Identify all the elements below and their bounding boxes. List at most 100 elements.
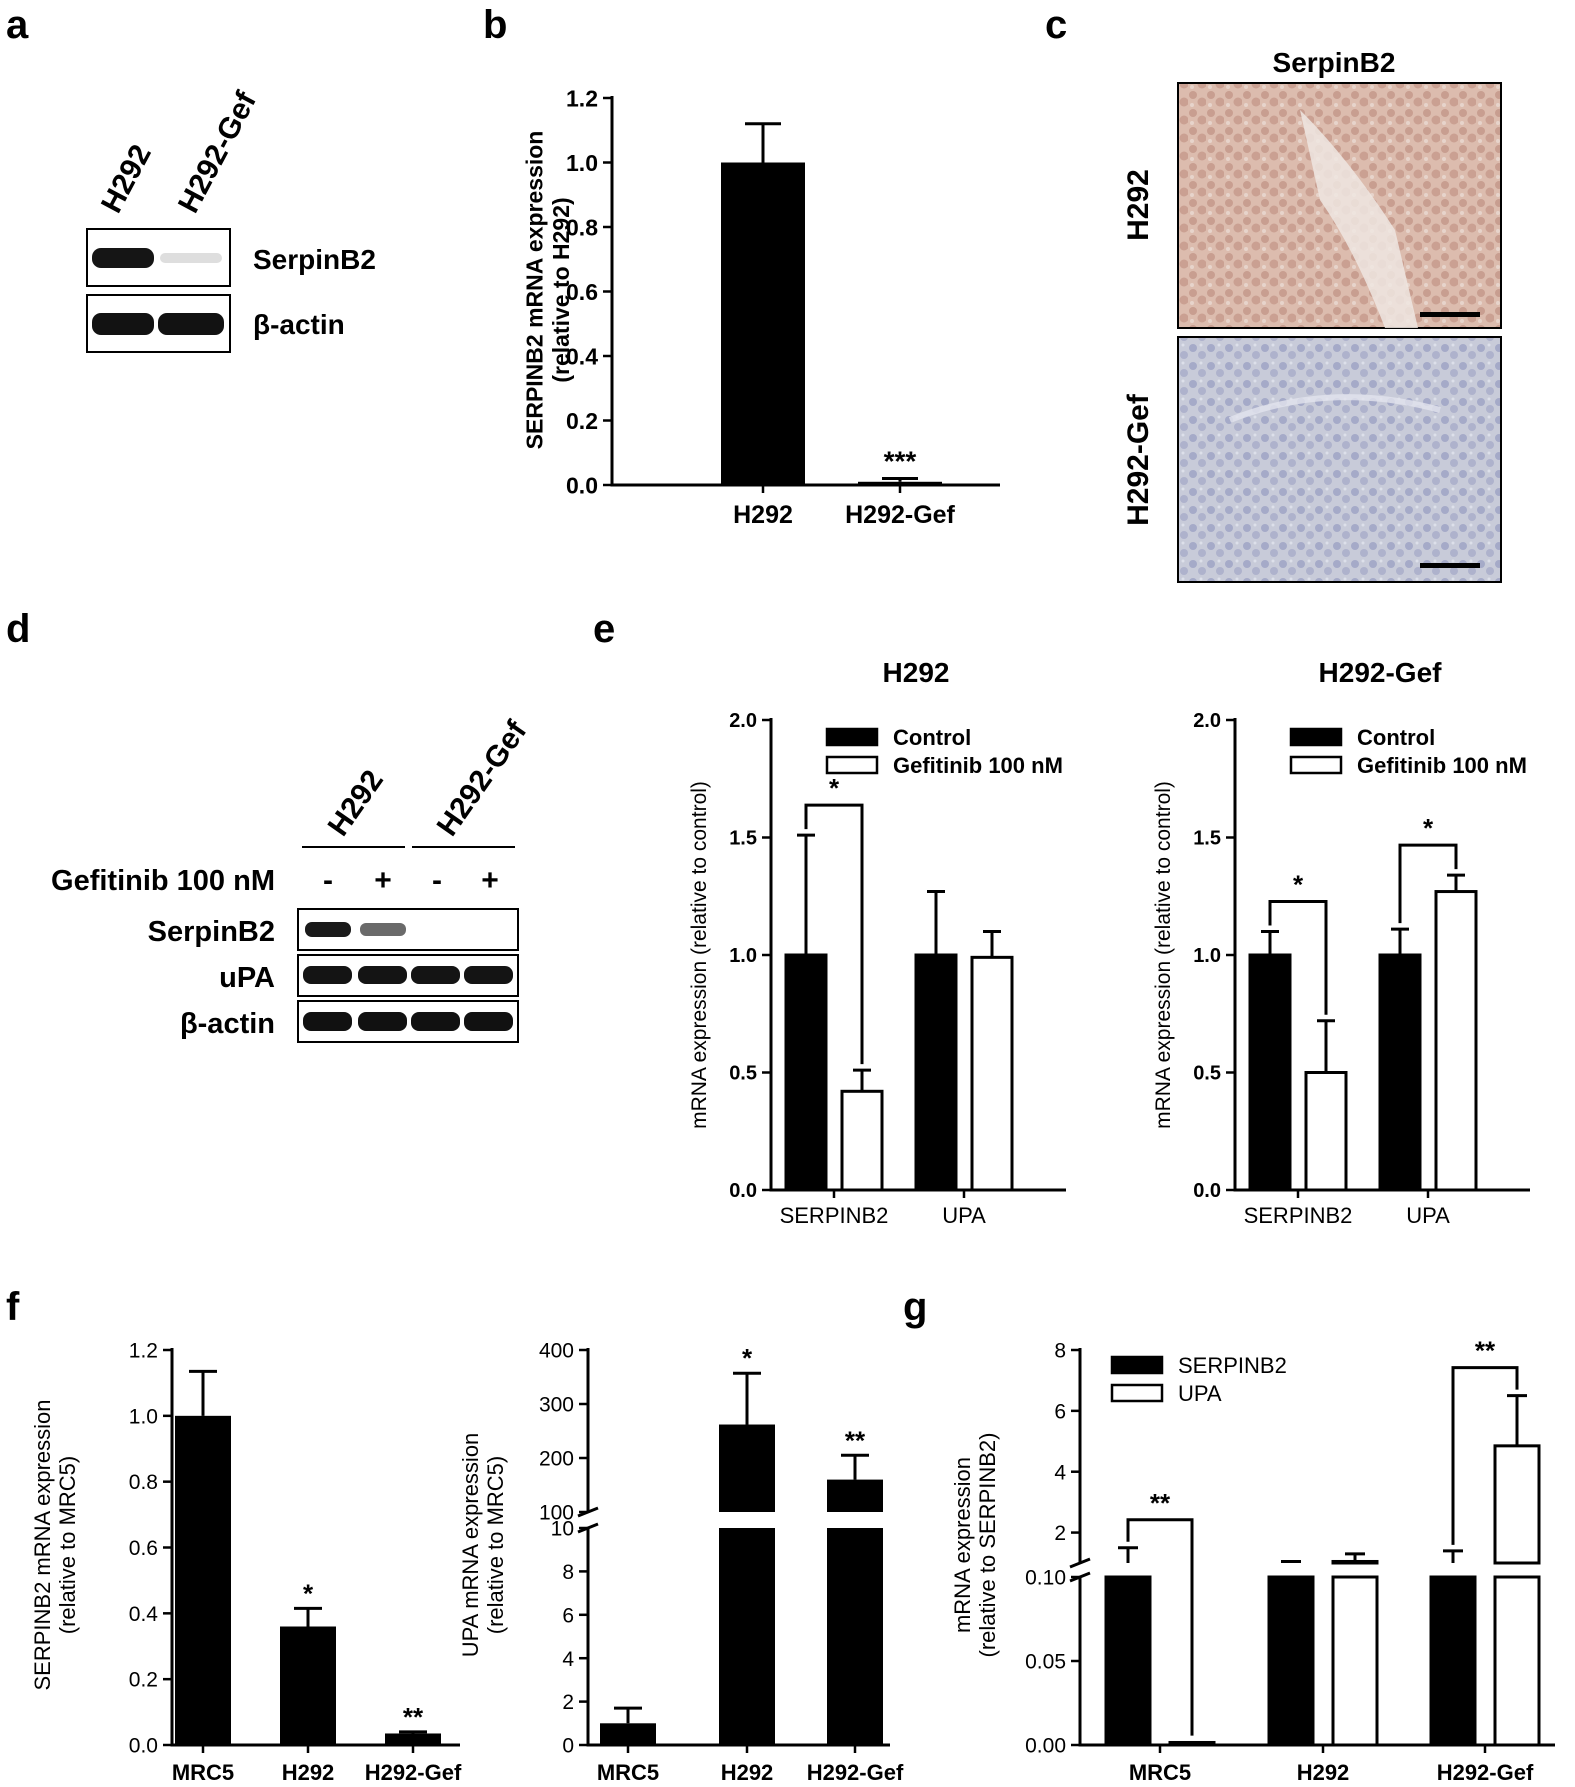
y-tick-label: 4 <box>562 1648 574 1671</box>
x-tick-label: H292-Gef <box>807 1760 904 1785</box>
y-tick-label: 1.5 <box>729 828 757 850</box>
error-bar <box>983 930 1001 958</box>
significance-bracket <box>804 803 864 1065</box>
y-axis-label: SERPINB2 mRNA expression(relative to H29… <box>521 131 573 450</box>
significance-bracket <box>1268 900 1328 1015</box>
y-tick-label: 0.0 <box>1193 1180 1221 1202</box>
ihc-stroma <box>1228 394 1441 423</box>
y-tick-label: 400 <box>539 1340 574 1363</box>
y-tick-label: 300 <box>539 1394 574 1417</box>
bar-upa <box>1168 1740 1216 1747</box>
error-bar <box>1118 1546 1138 1563</box>
significance-bracket <box>1451 1366 1519 1545</box>
x-tick-label: UPA <box>1406 1203 1450 1228</box>
panel-letter-e: e <box>593 607 615 651</box>
bar-gefitinib <box>970 955 1014 1192</box>
y-tick-label: 8 <box>562 1561 574 1584</box>
x-tick-label: H292-Gef <box>845 501 955 529</box>
y-tick-label: 0 <box>562 1735 574 1758</box>
blot-a-row-serpinb2: SerpinB2 <box>253 244 376 275</box>
blot-d-row-actin: β-actin <box>180 1008 275 1040</box>
significance-bracket <box>1126 1518 1194 1736</box>
blot-a-band <box>92 313 154 335</box>
error-bar <box>1391 927 1409 955</box>
y-tick-label: 2 <box>1054 1522 1066 1545</box>
panel-letter-b: b <box>483 3 507 47</box>
blot-a-lane-h292: H292 <box>95 139 158 218</box>
x-tick-label: MRC5 <box>1129 1760 1191 1785</box>
y-tick-label: 1.2 <box>566 85 598 111</box>
error-bar <box>1281 1559 1301 1563</box>
chart-e-h292-gef: H292-Gef 0.0 0.5 1.0 1.5 2.0 SERPINB2 UPA * * Cont… <box>1152 657 1530 1228</box>
bar-upa-lower-segment <box>1493 1575 1541 1747</box>
bar-serpinb2-lower-segment <box>1104 1575 1152 1747</box>
bar-upa <box>1493 1444 1541 1565</box>
significance-label: * <box>742 1343 753 1373</box>
significance-label: * <box>1423 813 1434 843</box>
y-tick-label: 1.0 <box>129 1405 158 1428</box>
x-tick-label: H292-Gef <box>1437 1760 1534 1785</box>
blot-d-sign: - <box>432 864 442 897</box>
axis-break <box>577 1506 599 1534</box>
error-bar <box>189 1369 217 1416</box>
ihc-row-h292: H292 <box>1122 169 1155 241</box>
chart-g: 0.00 0.05 0.10 2 4 6 8 MRC5 H292 H292-Gef ** ** SERP… <box>950 1336 1555 1785</box>
axis <box>586 1348 890 1747</box>
blot-d-band <box>411 1012 460 1031</box>
blot-d-band <box>303 966 352 984</box>
y-tick-label: 0.2 <box>129 1669 158 1692</box>
blot-d-band <box>305 922 351 937</box>
significance-label: *** <box>884 446 917 477</box>
blot-d-band <box>358 966 407 984</box>
axis <box>769 718 1066 1192</box>
axis <box>170 1348 460 1747</box>
legend-swatch <box>825 755 879 775</box>
y-tick-label: 8 <box>1054 1340 1066 1363</box>
blot-a-band <box>158 313 224 335</box>
y-tick-label: 1.5 <box>1193 828 1221 850</box>
y-axis-label: mRNA expression(relative to SERPINB2) <box>950 1433 1000 1658</box>
bar-control <box>784 953 828 1192</box>
chart-b: 0.0 0.2 0.4 0.6 0.8 1.0 1.2 H292 H292-Gef *** SERP… <box>521 85 1000 529</box>
blot-d-group-h292-gef: H292-Gef <box>431 714 534 842</box>
blot-a-band <box>92 248 154 268</box>
ihc-image-h292-gef <box>1177 336 1502 583</box>
ihc-row-h292-gef: H292-Gef <box>1122 393 1155 526</box>
x-tick-label: H292 <box>733 501 793 529</box>
bar-upa <box>1331 1559 1379 1565</box>
legend-label: Gefitinib 100 nM <box>893 753 1063 778</box>
panel-letter-c: c <box>1045 3 1067 47</box>
blot-a-row-actin: β-actin <box>253 309 345 340</box>
y-tick-label: 10 <box>551 1518 574 1541</box>
blot-a-lane-h292-gef: H292-Gef <box>172 86 263 219</box>
chart-e-h292: H292 0.0 0.5 1.0 1.5 2.0 SERPINB2 UPA * Control Ge… <box>688 657 1066 1228</box>
bar-serpinb2-lower-segment <box>1429 1575 1477 1747</box>
x-tick-label: H292 <box>282 1760 335 1785</box>
blot-d-sign: + <box>481 864 499 897</box>
significance-label: * <box>829 773 840 803</box>
y-tick-label: 0.5 <box>1193 1063 1221 1085</box>
error-bar <box>841 1453 869 1480</box>
bar-upa-lower-segment <box>1331 1575 1379 1747</box>
bar-gefitinib <box>1434 890 1478 1192</box>
blot-d-band <box>358 1012 407 1031</box>
y-tick-label: 100 <box>539 1502 574 1525</box>
y-tick-label: 6 <box>562 1604 574 1627</box>
y-tick-label: 0.8 <box>566 214 598 240</box>
blot-d-band <box>464 1012 513 1031</box>
bar-lower-segment <box>827 1528 883 1745</box>
blot-d-row-serpinb2: SerpinB2 <box>148 916 275 948</box>
legend-label: Gefitinib 100 nM <box>1357 753 1527 778</box>
blot-d-band <box>360 923 406 936</box>
y-tick-label: 0.8 <box>129 1471 158 1494</box>
error-bar <box>927 890 945 955</box>
y-axis-label: mRNA expression (relative to control) <box>688 781 711 1129</box>
blot-a: H292 H292-Gef SerpinB2 β-actin <box>86 86 376 353</box>
x-tick-label: H292 <box>721 1760 774 1785</box>
legend-label: UPA <box>1178 1381 1222 1406</box>
error-bar <box>882 477 918 482</box>
error-bar <box>1345 1552 1365 1562</box>
legend-label: Control <box>1357 725 1435 750</box>
y-tick-label: 0.05 <box>1025 1651 1066 1674</box>
